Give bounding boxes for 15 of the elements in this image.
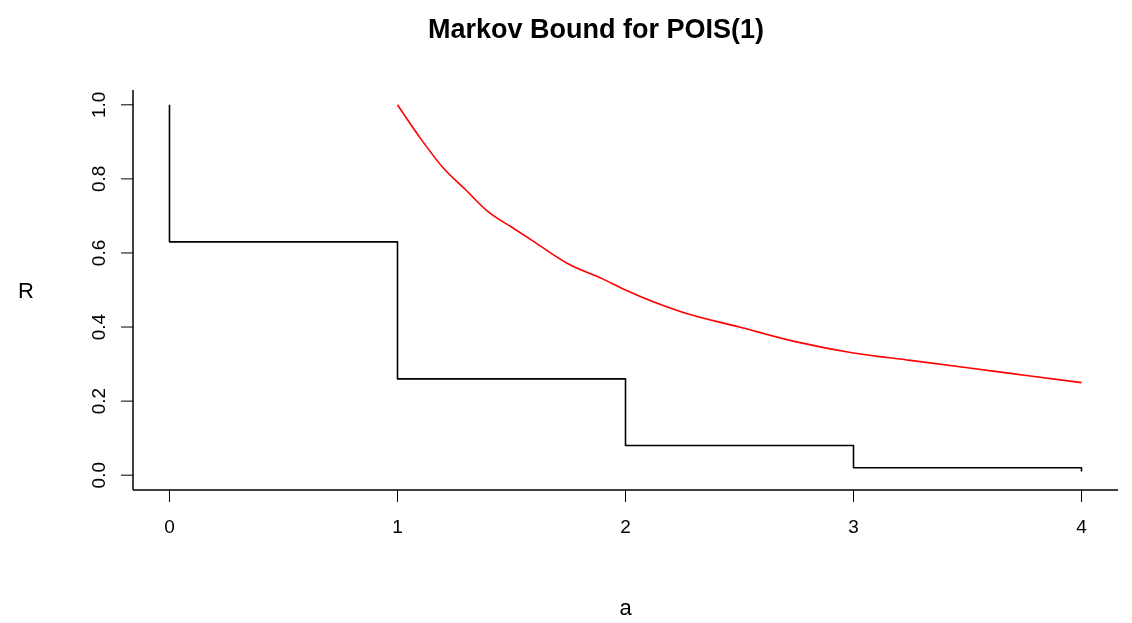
x-tick-label: 2 <box>620 516 631 538</box>
x-tick-label: 0 <box>164 516 175 538</box>
y-axis-title: R <box>18 277 34 303</box>
y-tick-label: 0.8 <box>88 165 109 193</box>
y-tick-label: 0.6 <box>88 239 109 267</box>
y-tick-label: 1.0 <box>88 91 109 119</box>
line-series <box>396 104 1083 384</box>
x-tick-label: 1 <box>392 516 403 538</box>
chart-title: Markov Bound for POIS(1) <box>427 14 765 45</box>
y-tick-label: 0.2 <box>88 387 109 415</box>
x-axis-title: a <box>619 595 633 620</box>
y-tick-label: 0.4 <box>88 313 109 341</box>
y-tick-label: 0.0 <box>88 461 109 489</box>
x-tick-label: 4 <box>1076 516 1088 538</box>
x-tick-label: 3 <box>848 516 859 538</box>
